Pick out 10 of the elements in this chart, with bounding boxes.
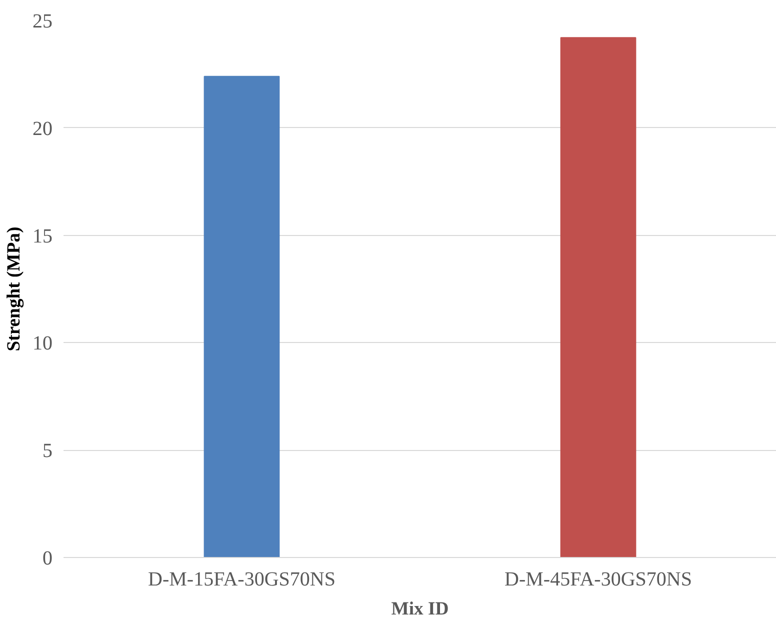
y-tick-label: 25 [32,10,52,32]
y-tick-label: 5 [42,440,52,462]
y-tick-label: 10 [32,332,52,355]
y-tick-label: 15 [32,225,52,248]
x-axis-title: Mix ID [391,598,449,620]
y-tick-label: 20 [32,118,52,140]
x-tick-label: D-M-15FA-30GS70NS [148,568,336,590]
x-tick-label: D-M-45FA-30GS70NS [504,568,692,590]
y-tick-label: 0 [42,548,52,570]
y-axis-title: Strenght (MPa) [4,226,24,352]
